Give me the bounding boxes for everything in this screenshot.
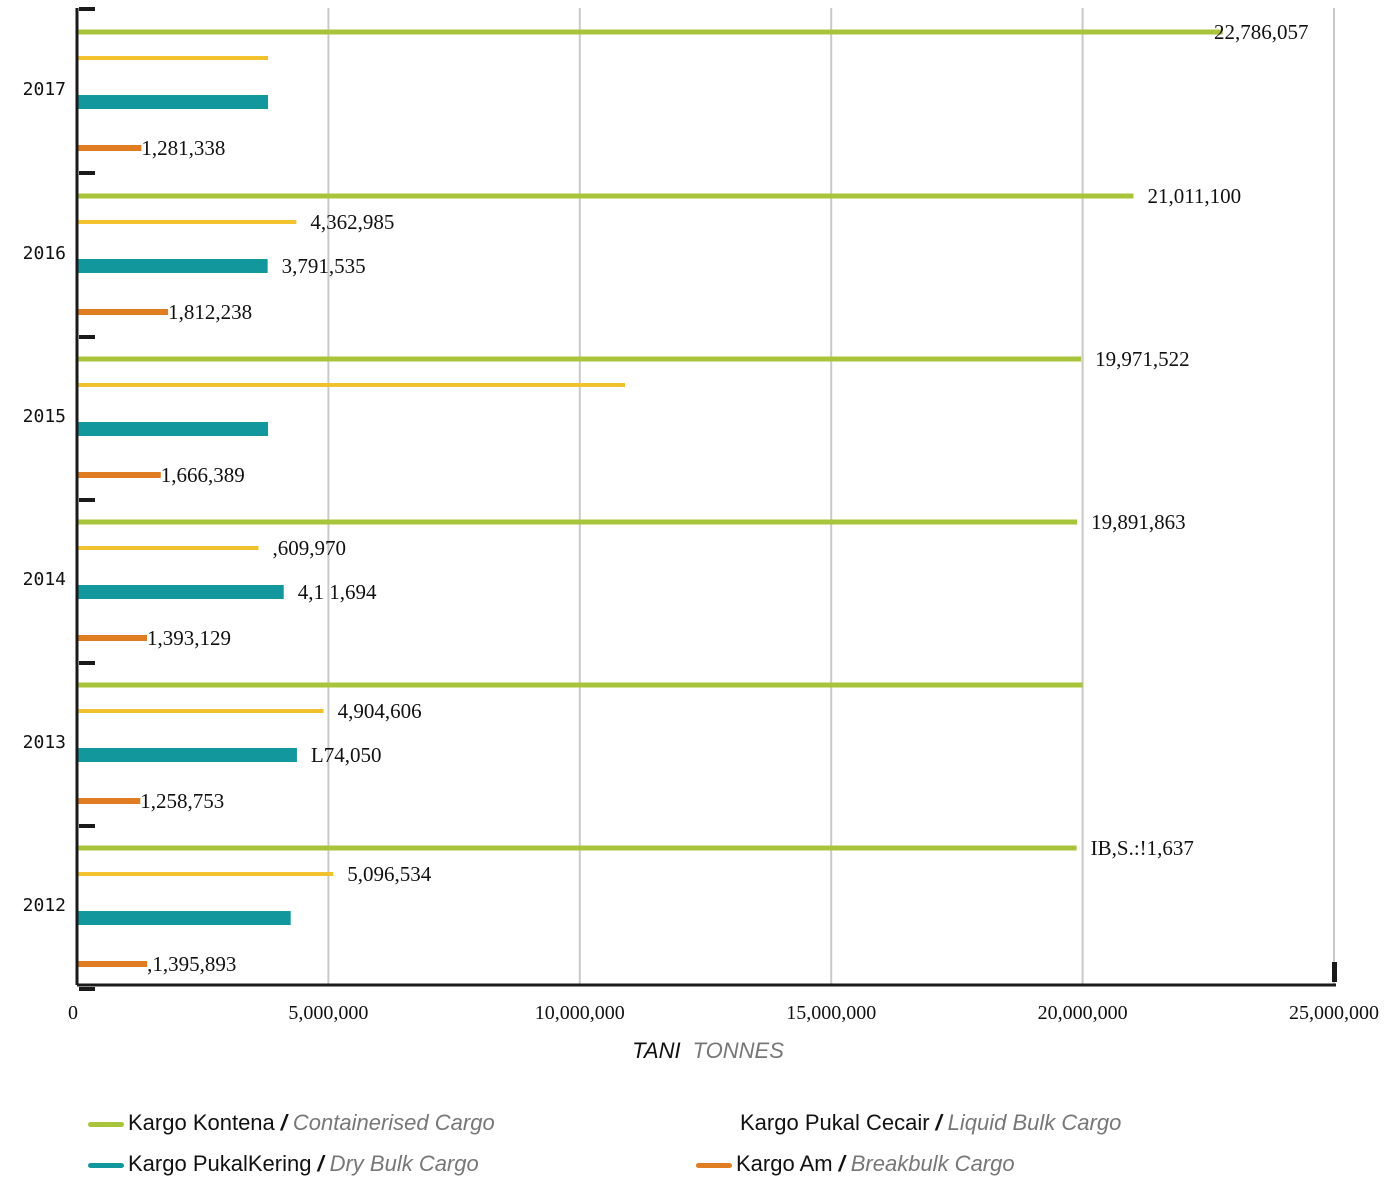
- bar-liquid-2017: [77, 56, 269, 60]
- value-label-breakbulk-2014: 1,393,129: [147, 626, 231, 650]
- legend-label-en: Dry Bulk Cargo: [329, 1151, 479, 1176]
- legend-swatch-dry: [88, 1162, 124, 1168]
- value-label-dry-2014: 4,1 1,694: [298, 580, 377, 604]
- x-tick-label: 20,000,000: [1038, 1002, 1128, 1024]
- bar-dry-2017: [77, 95, 269, 109]
- group-tick: [79, 7, 95, 11]
- value-label-containerised-2015: 19,971,522: [1095, 347, 1190, 371]
- value-label-dry-2016: 3,791,535: [282, 254, 366, 278]
- category-label-2014: 2014: [23, 569, 66, 590]
- legend-separator: /: [280, 1110, 287, 1135]
- group-tick: [79, 661, 95, 665]
- value-label-liquid-2014: ,609,970: [273, 536, 347, 560]
- value-label-containerised-2016: 21,011,100: [1147, 184, 1241, 208]
- bar-containerised-2016: [77, 193, 1134, 199]
- bar-breakbulk-2012: [77, 961, 148, 967]
- value-label-containerised-2012: IB,S.:!1,637: [1091, 836, 1194, 860]
- bar-containerised-2017: [77, 29, 1223, 35]
- category-labels: 2017 2016 2015 2014 2013 2012: [23, 79, 95, 991]
- legend-item-breakbulk: Kargo Am / Breakbulk Cargo: [696, 1151, 1015, 1177]
- legend-item-dry: Kargo PukalKering / Dry Bulk Cargo: [88, 1151, 479, 1177]
- x-tick-label: 0: [68, 1002, 78, 1024]
- bar-breakbulk-2014: [77, 635, 148, 641]
- legend-label-en: Liquid Bulk Cargo: [947, 1110, 1122, 1135]
- bar-liquid-2013: [77, 709, 324, 713]
- value-label-containerised-2014: 19,891,863: [1091, 510, 1186, 534]
- group-tick: [79, 824, 95, 828]
- category-label-2015: 2015: [23, 406, 66, 427]
- legend-label-en: Containerised Cargo: [292, 1110, 495, 1135]
- bar-dry-2013: [77, 748, 297, 762]
- value-label-breakbulk-2016: 1,812,238: [168, 300, 252, 324]
- bar-breakbulk-2015: [77, 472, 161, 478]
- bar-liquid-2012: [77, 872, 334, 876]
- value-label-breakbulk-2012: ,1,395,893: [147, 952, 236, 976]
- bar-dry-2014: [77, 585, 284, 599]
- legend-separator: /: [935, 1110, 942, 1135]
- value-label-containerised-2017: 22,786,057: [1214, 20, 1309, 44]
- bar-containerised-2013: [77, 682, 1083, 688]
- bar-breakbulk-2017: [77, 145, 142, 151]
- legend-separator: /: [838, 1151, 845, 1176]
- bar-breakbulk-2013: [77, 798, 141, 804]
- category-label-2016: 2016: [23, 243, 66, 264]
- value-label-liquid-2016: 4,362,985: [310, 210, 394, 234]
- bar-breakbulk-2016: [77, 309, 169, 315]
- x-tick-label: 10,000,000: [535, 1002, 625, 1024]
- bar-dry-2015: [77, 422, 269, 436]
- group-tick: [79, 171, 95, 175]
- bar-liquid-2015: [77, 383, 626, 387]
- group-tick: [79, 335, 95, 339]
- x-tick-label: 5,000,000: [288, 1002, 368, 1024]
- bars: [77, 29, 1223, 967]
- legend-label-en: Breakbulk Cargo: [850, 1151, 1015, 1176]
- x-tick-label: 25,000,000: [1289, 1002, 1379, 1024]
- group-tick: [79, 498, 95, 502]
- x-axis-title: TANI TONNES: [632, 1038, 784, 1063]
- bar-liquid-2014: [77, 546, 259, 550]
- legend-swatch-breakbulk: [696, 1162, 732, 1168]
- value-label-breakbulk-2015: 1,666,389: [161, 463, 245, 487]
- bar-dry-2012: [77, 911, 291, 925]
- value-labels: 22,786,057 1,281,338 21,011,100 4,362,985 3,…: [140, 20, 1308, 976]
- category-label-2013: 2013: [23, 732, 66, 753]
- legend-label-ms: Kargo Kontena: [128, 1110, 275, 1135]
- value-label-dry-2013: L74,050: [311, 743, 382, 767]
- value-label-liquid-2012: 5,096,534: [347, 862, 432, 886]
- x-axis: 0 5,000,000 10,000,000 15,000,000 20,000,000…: [68, 7, 1379, 1024]
- category-label-2017: 2017: [23, 79, 66, 100]
- bar-containerised-2014: [77, 519, 1078, 525]
- value-label-breakbulk-2013: 1,258,753: [140, 789, 224, 813]
- value-label-breakbulk-2017: 1,281,338: [141, 136, 225, 160]
- bar-containerised-2015: [77, 356, 1082, 362]
- legend-item-containerised: Kargo Kontena / Containerised Cargo: [88, 1110, 495, 1136]
- legend-item-liquid: Kargo Pukal Cecair / Liquid Bulk Cargo: [740, 1110, 1121, 1136]
- legend-label-ms: Kargo PukalKering: [128, 1151, 312, 1176]
- bar-liquid-2016: [77, 220, 297, 224]
- legend-label-ms: Kargo Pukal Cecair: [740, 1110, 930, 1135]
- bar-dry-2016: [77, 259, 268, 273]
- group-tick: [79, 987, 95, 991]
- legend-label-ms: Kargo Am: [736, 1151, 833, 1176]
- value-label-liquid-2013: 4,904,606: [338, 699, 422, 723]
- axis-end-tick: [1332, 962, 1337, 982]
- x-tick-label: 15,000,000: [786, 1002, 876, 1024]
- legend-swatch-containerised: [88, 1121, 124, 1127]
- grid-lines: [327, 8, 1335, 985]
- bar-containerised-2012: [77, 845, 1077, 851]
- legend-separator: /: [317, 1151, 324, 1176]
- category-label-2012: 2012: [23, 895, 66, 916]
